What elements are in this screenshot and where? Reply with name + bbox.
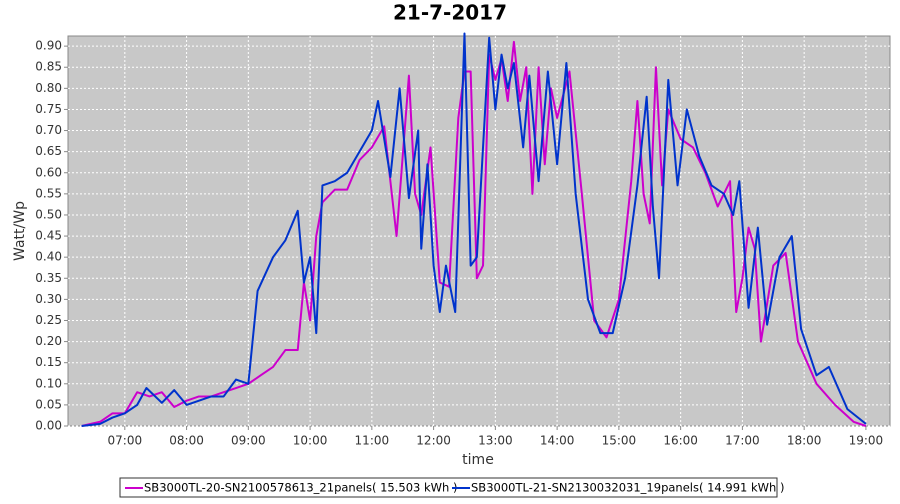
legend xyxy=(119,477,778,498)
y-tick-label: 0.45 xyxy=(35,229,62,243)
x-tick-label: 07:00 xyxy=(108,434,143,448)
x-tick-label: 11:00 xyxy=(355,434,390,448)
x-tick-label: 19:00 xyxy=(849,434,884,448)
chart-title: 21-7-2017 xyxy=(393,1,507,25)
x-tick-label: 18:00 xyxy=(787,434,822,448)
x-tick-label: 14:00 xyxy=(540,434,575,448)
y-tick-label: 0.60 xyxy=(35,165,62,179)
y-tick-label: 0.80 xyxy=(35,81,62,95)
y-tick-label: 0.00 xyxy=(35,419,62,433)
legend-label: SB3000TL-21-SN2130032031_19panels( 14.99… xyxy=(471,481,784,495)
legend-label: SB3000TL-20-SN2100578613_21panels( 15.50… xyxy=(144,481,457,495)
x-axis-label: time xyxy=(462,452,494,468)
y-tick-label: 0.35 xyxy=(35,271,62,285)
y-tick-label: 0.50 xyxy=(35,207,62,221)
y-tick-label: 0.25 xyxy=(35,313,62,327)
y-tick-label: 0.75 xyxy=(35,102,62,116)
y-tick-label: 0.90 xyxy=(35,39,62,53)
y-tick-label: 0.20 xyxy=(35,334,62,348)
y-tick-label: 0.55 xyxy=(35,186,62,200)
y-tick-label: 0.10 xyxy=(35,376,62,390)
y-tick-label: 0.85 xyxy=(35,60,62,74)
x-tick-label: 08:00 xyxy=(169,434,204,448)
x-tick-label: 09:00 xyxy=(231,434,266,448)
x-tick-label: 15:00 xyxy=(602,434,637,448)
x-tick-label: 17:00 xyxy=(725,434,760,448)
y-tick-label: 0.05 xyxy=(35,397,62,411)
x-tick-label: 10:00 xyxy=(293,434,328,448)
y-tick-label: 0.65 xyxy=(35,144,62,158)
y-tick-label: 0.70 xyxy=(35,123,62,137)
y-axis-label: Watt/Wp xyxy=(12,201,28,261)
y-tick-label: 0.30 xyxy=(35,292,62,306)
y-tick-label: 0.15 xyxy=(35,355,62,369)
series-line xyxy=(81,32,867,427)
x-tick-label: 16:00 xyxy=(663,434,698,448)
y-tick-label: 0.40 xyxy=(35,250,62,264)
x-tick-label: 12:00 xyxy=(416,434,451,448)
x-tick-label: 13:00 xyxy=(478,434,513,448)
